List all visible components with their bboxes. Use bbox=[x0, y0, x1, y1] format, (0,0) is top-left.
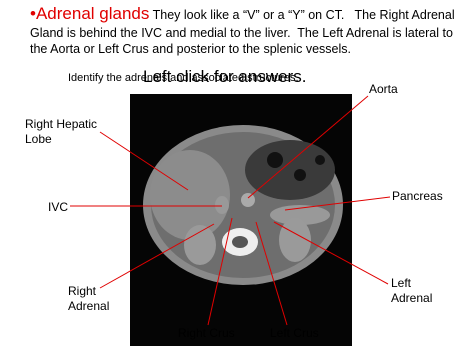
label-line: Adrenal bbox=[68, 299, 110, 313]
label-line: IVC bbox=[48, 200, 69, 214]
label-line: Left bbox=[391, 276, 412, 290]
bowel bbox=[245, 140, 335, 200]
pointer-line bbox=[207, 217, 233, 326]
label-line: Lobe bbox=[25, 132, 52, 146]
label-line: Adrenal bbox=[391, 291, 433, 305]
structure-label: Aorta bbox=[369, 82, 398, 97]
structure-label: Left Adrenal bbox=[391, 276, 432, 306]
ivc bbox=[215, 196, 229, 214]
label-line: Aorta bbox=[369, 82, 398, 96]
header-line: Gland is behind the IVC and medial to th… bbox=[30, 26, 453, 40]
label-line: Right Crus bbox=[178, 326, 235, 340]
structure-label: IVC bbox=[48, 200, 68, 215]
pointer-line bbox=[284, 196, 391, 211]
label-line: Right Hepatic bbox=[25, 117, 98, 131]
bowel-gas bbox=[267, 152, 283, 168]
header-line: •Adrenal glands They look like a “V” or … bbox=[30, 4, 455, 23]
spinal-canal bbox=[232, 236, 248, 248]
pointer-line bbox=[99, 131, 189, 191]
pointer-line bbox=[99, 223, 215, 289]
header-text: They look like a “V” or a “Y” on CT. The… bbox=[152, 8, 455, 22]
structure-label: Left Crus bbox=[270, 326, 319, 341]
pointer-lines bbox=[70, 95, 391, 326]
pointer-line bbox=[247, 95, 369, 199]
liver bbox=[150, 150, 230, 240]
label-line: Right bbox=[68, 284, 97, 298]
structure-label: Right Hepatic Lobe bbox=[25, 117, 97, 147]
label-line: Pancreas bbox=[392, 189, 443, 203]
pointer-line bbox=[273, 221, 389, 285]
header-title: •Adrenal glands bbox=[30, 4, 150, 23]
header-line: the Aorta or Left Crus and posterior to … bbox=[30, 42, 352, 56]
aorta bbox=[241, 193, 255, 207]
answer-overlay[interactable]: Left click for answers. bbox=[143, 67, 307, 86]
pointer-line bbox=[255, 221, 288, 326]
instruction: Identify the adrenals and associated str… bbox=[68, 72, 299, 84]
bowel-gas bbox=[294, 169, 306, 181]
bowel-gas bbox=[315, 155, 325, 165]
structure-label: Pancreas bbox=[392, 189, 443, 204]
right-kidney bbox=[184, 225, 216, 265]
label-line: Left Crus bbox=[270, 326, 319, 340]
structure-label: Right Crus bbox=[178, 326, 235, 341]
structure-label: Right Adrenal bbox=[68, 284, 109, 314]
